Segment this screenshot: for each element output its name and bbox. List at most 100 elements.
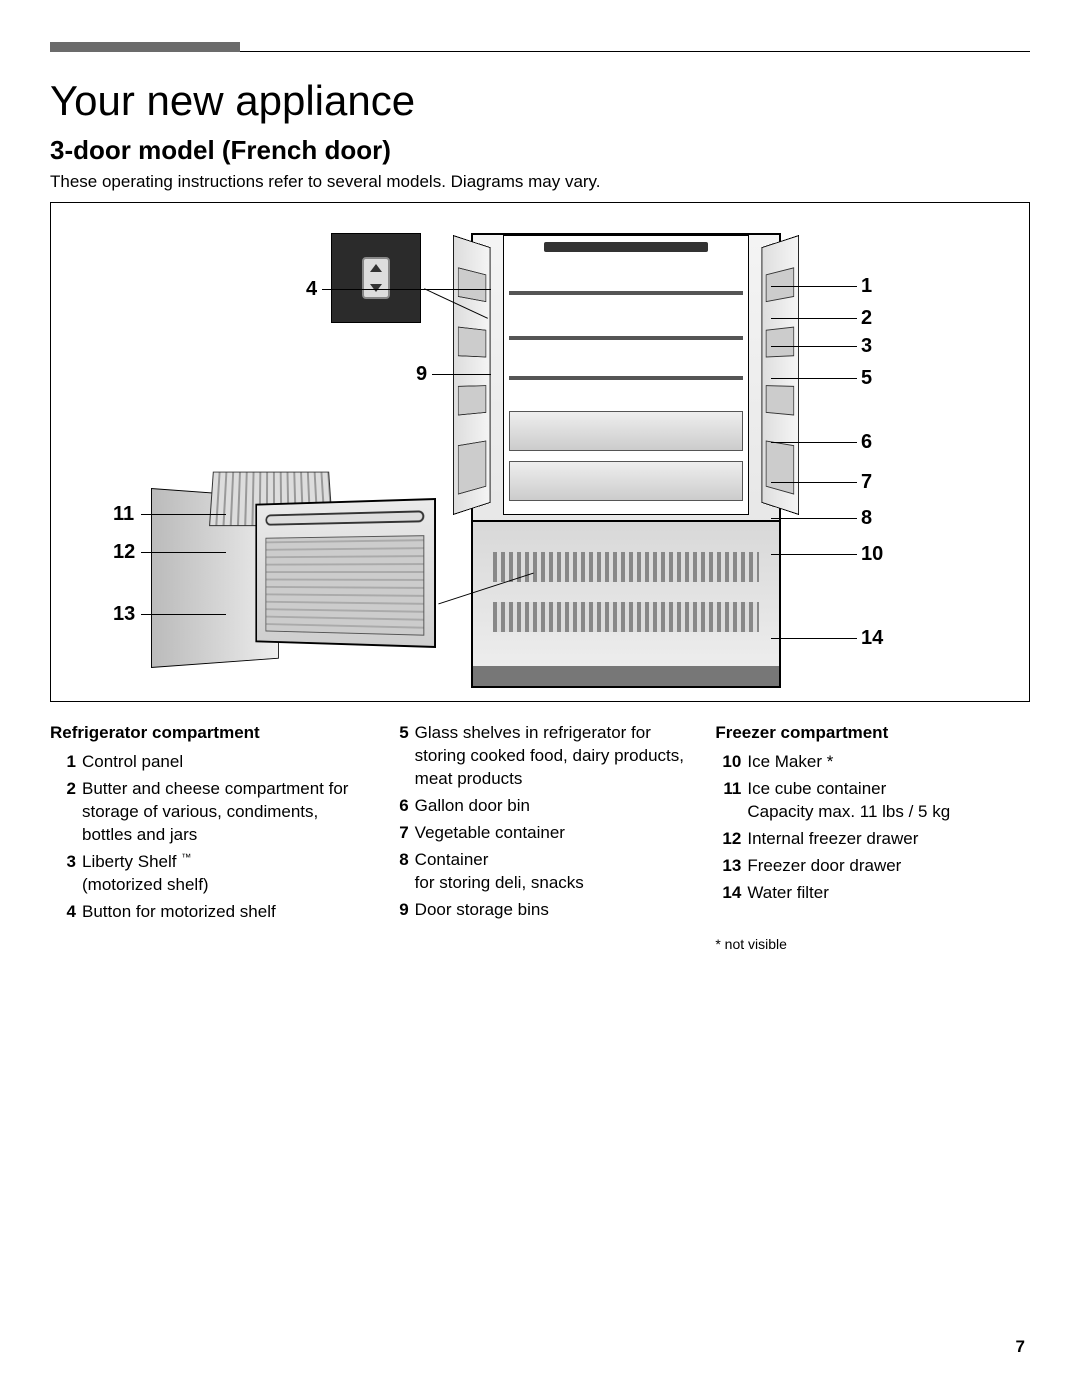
- page-subtitle: 3-door model (French door): [50, 135, 1030, 166]
- fridge-interior: [503, 235, 749, 515]
- legend-item: 14 Water filter: [715, 882, 1030, 905]
- callout-line: [141, 552, 226, 553]
- deli-drawer: [509, 461, 743, 501]
- legend-item-number: 10: [715, 751, 741, 774]
- callout-number: 3: [861, 335, 872, 358]
- freezer-section: [473, 520, 779, 686]
- fridge-upper: [473, 235, 779, 515]
- legend-item-number: 1: [50, 751, 76, 774]
- legend-item-text: Container for storing deli, snacks: [415, 849, 698, 895]
- callout-number: 9: [416, 363, 427, 386]
- legend-item-text: Gallon door bin: [415, 795, 698, 818]
- callout-number: 8: [861, 507, 872, 530]
- callout-number: 6: [861, 431, 872, 454]
- legend-item-text: Button for motorized shelf: [82, 901, 365, 924]
- legend-item-number: 4: [50, 901, 76, 924]
- inset-button-panel: [331, 233, 421, 323]
- legend: Refrigerator compartment 1 Control panel 2…: [50, 722, 1030, 953]
- legend-item-number: 13: [715, 855, 741, 878]
- legend-item-number: 14: [715, 882, 741, 905]
- header-ornament: [50, 40, 1030, 52]
- legend-item-text: Ice cube container Capacity max. 11 lbs …: [747, 778, 1030, 824]
- drawer-handle: [265, 510, 424, 525]
- legend-item-text: Vegetable container: [415, 822, 698, 845]
- intro-text: These operating instructions refer to se…: [50, 172, 1030, 192]
- legend-item-number: 8: [383, 849, 409, 895]
- door-left: [453, 235, 490, 515]
- callout-line: [771, 318, 857, 319]
- legend-header-refrigerator: Refrigerator compartment: [50, 722, 365, 745]
- callout-number: 11: [113, 503, 134, 526]
- kick-plate: [473, 666, 779, 686]
- callout-number: 4: [306, 278, 317, 301]
- legend-col-3: Freezer compartment 10 Ice Maker * 11Ice c…: [715, 722, 1030, 953]
- legend-item-text: Water filter: [747, 882, 1030, 905]
- legend-item-number: 11: [715, 778, 741, 824]
- legend-item-number: 7: [383, 822, 409, 845]
- callout-number: 14: [861, 627, 883, 650]
- legend-item-text: Butter and cheese compartment for storag…: [82, 778, 365, 847]
- shelf: [509, 336, 743, 340]
- diagram-box: 1235678101449111213: [50, 202, 1030, 702]
- callout-number: 2: [861, 307, 872, 330]
- header-bar-dark: [50, 42, 240, 52]
- callout-line: [322, 289, 491, 290]
- legend-item: 7 Vegetable container: [383, 822, 698, 845]
- callout-line: [141, 614, 226, 615]
- legend-item-text: Ice Maker *: [747, 751, 1030, 774]
- legend-item-number: 3: [50, 851, 76, 897]
- shelf: [509, 291, 743, 295]
- header-bar-line: [240, 51, 1030, 52]
- callout-line: [771, 518, 857, 519]
- legend-item-text: Control panel: [82, 751, 365, 774]
- freezer-drawer: [255, 498, 436, 648]
- callout-number: 13: [113, 603, 135, 626]
- legend-item-number: 5: [383, 722, 409, 791]
- legend-item: 11Ice cube container Capacity max. 11 lb…: [715, 778, 1030, 824]
- shelf: [509, 376, 743, 380]
- legend-header-freezer: Freezer compartment: [715, 722, 1030, 745]
- page-number: 7: [1016, 1337, 1025, 1357]
- callout-line: [771, 482, 857, 483]
- callout-number: 5: [861, 367, 872, 390]
- callout-line: [771, 554, 857, 555]
- legend-item: 1 Control panel: [50, 751, 365, 774]
- callout-number: 7: [861, 471, 872, 494]
- legend-col-1: Refrigerator compartment 1 Control panel 2…: [50, 722, 365, 953]
- legend-item-text: Liberty Shelf ™ (motorized shelf): [82, 851, 365, 897]
- freezer-vent: [493, 602, 759, 632]
- callout-line: [432, 374, 491, 375]
- callout-number: 12: [113, 541, 135, 564]
- drawer-front: [265, 535, 424, 635]
- callout-line: [771, 442, 857, 443]
- legend-item: 12 Internal freezer drawer: [715, 828, 1030, 851]
- legend-item: 9 Door storage bins: [383, 899, 698, 922]
- footnote: * not visible: [715, 935, 1030, 954]
- legend-item-text: Freezer door drawer: [747, 855, 1030, 878]
- callout-line: [771, 346, 857, 347]
- legend-item-text: Glass shelves in refrigerator for storin…: [415, 722, 698, 791]
- callout-number: 10: [861, 543, 883, 566]
- legend-item: 2Butter and cheese compartment for stora…: [50, 778, 365, 847]
- legend-item: 6 Gallon door bin: [383, 795, 698, 818]
- callout-line: [771, 378, 857, 379]
- legend-col-2: 5Glass shelves in refrigerator for stori…: [383, 722, 698, 953]
- callout-line: [141, 514, 226, 515]
- legend-item: 13 Freezer door drawer: [715, 855, 1030, 878]
- legend-item: 4 Button for motorized shelf: [50, 901, 365, 924]
- legend-item-text: Door storage bins: [415, 899, 698, 922]
- legend-item-number: 12: [715, 828, 741, 851]
- legend-item: 10 Ice Maker *: [715, 751, 1030, 774]
- page-title: Your new appliance: [50, 77, 1030, 125]
- legend-item: 5Glass shelves in refrigerator for stori…: [383, 722, 698, 791]
- legend-item-text: Internal freezer drawer: [747, 828, 1030, 851]
- legend-item-number: 6: [383, 795, 409, 818]
- callout-line: [771, 286, 857, 287]
- legend-item: 8Container for storing deli, snacks: [383, 849, 698, 895]
- control-panel: [544, 242, 708, 252]
- freezer-vent: [493, 552, 759, 582]
- legend-item-number: 9: [383, 899, 409, 922]
- door-right: [762, 235, 799, 515]
- callout-line: [771, 638, 857, 639]
- inset-freezer-drawer: [151, 458, 441, 678]
